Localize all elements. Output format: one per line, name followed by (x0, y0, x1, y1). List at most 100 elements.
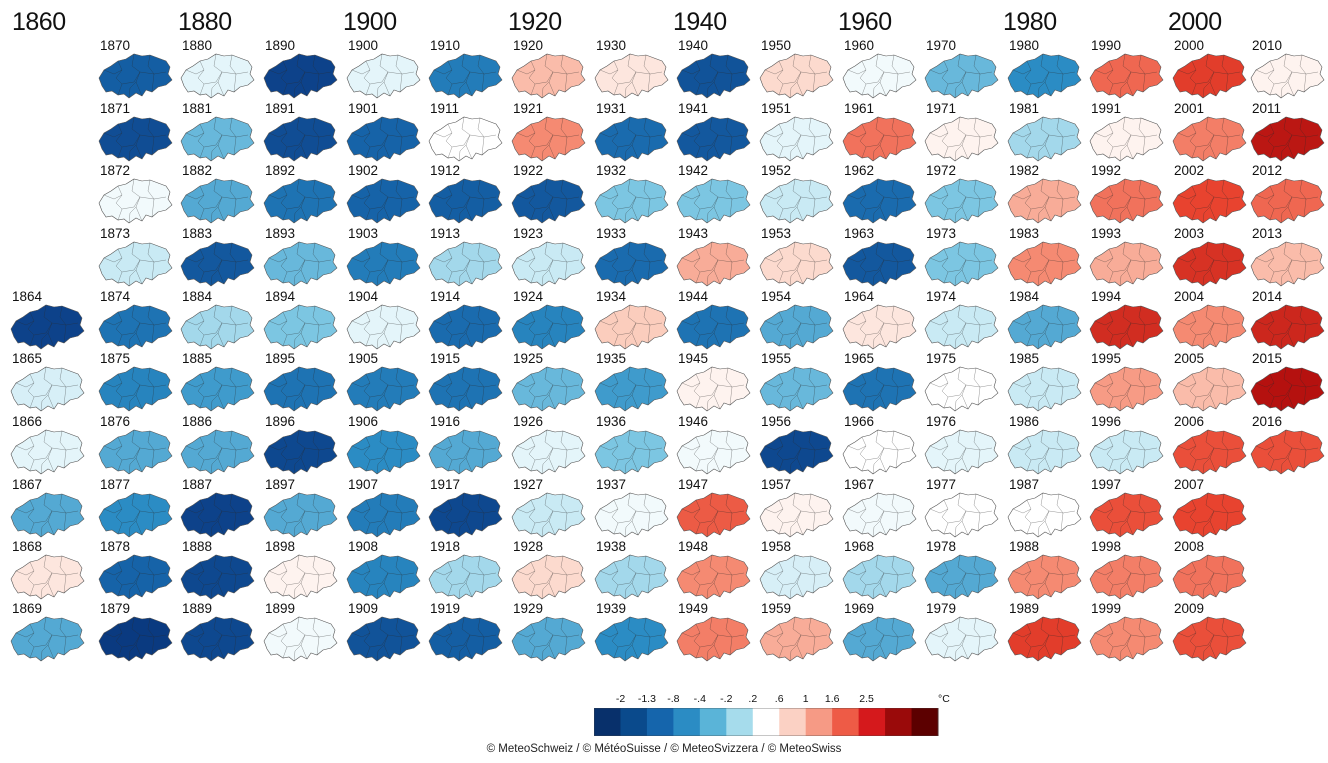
switzerland-map (924, 53, 999, 99)
region-border (624, 582, 633, 600)
region-border (210, 144, 219, 162)
region-border (1138, 367, 1146, 406)
color-swatch (805, 708, 833, 736)
region-border (351, 194, 371, 200)
switzerland-map (594, 492, 669, 538)
region-border (776, 60, 784, 96)
region-border (1030, 634, 1076, 648)
region-border (1195, 634, 1241, 648)
switzerland-map (842, 53, 917, 99)
switzerland-map (98, 554, 173, 600)
region-border (1056, 54, 1064, 93)
switzerland-map (180, 178, 255, 224)
region-border (1267, 373, 1275, 409)
region-border (351, 320, 371, 326)
region-border (947, 134, 993, 148)
year-map-cell: 1978 (914, 539, 999, 602)
region-border (764, 194, 784, 200)
switzerland-map (10, 304, 85, 350)
region-border (699, 259, 745, 273)
year-map-cell: 2009 (1162, 601, 1247, 664)
region-border (617, 71, 663, 85)
anomaly-fill (98, 429, 173, 475)
anomaly-fill (1172, 178, 1247, 224)
year-map-cell: 1962 (832, 163, 917, 226)
anomaly-fill (1250, 366, 1325, 412)
anomaly-fill (428, 616, 503, 662)
anomaly-fill (346, 554, 421, 600)
region-border (1221, 54, 1229, 93)
year-label: 1986 (1009, 414, 1040, 429)
region-border (891, 305, 899, 344)
region-border (376, 206, 385, 224)
region-border (1012, 320, 1032, 326)
region-border (185, 508, 205, 514)
region-border (433, 132, 453, 138)
region-border (312, 117, 320, 156)
region-border (121, 71, 167, 85)
region-border (433, 445, 453, 451)
year-label: 1967 (844, 477, 875, 492)
year-label: 1930 (596, 38, 627, 53)
region-border (1138, 305, 1146, 344)
region-border (528, 499, 536, 535)
region-border (973, 242, 981, 281)
year-map-cell: 1970 (914, 38, 999, 101)
region-border (1119, 269, 1128, 287)
region-border (1267, 60, 1275, 96)
year-map-cell: 1975 (914, 351, 999, 414)
anomaly-fill (1007, 178, 1082, 224)
region-border (541, 582, 550, 600)
switzerland-map (263, 178, 338, 224)
region-border (541, 644, 550, 662)
region-border (1012, 132, 1032, 138)
region-border (872, 394, 881, 412)
region-border (1202, 394, 1211, 412)
anomaly-fill (263, 178, 338, 224)
year-map-cell: 1955 (749, 351, 834, 414)
region-border (808, 179, 816, 218)
region-border (451, 322, 497, 336)
color-swatch (858, 708, 886, 736)
year-map-cell: 1900 (336, 38, 421, 101)
region-border (115, 499, 123, 535)
decade-label: 1880 (178, 8, 232, 36)
region-border (699, 572, 745, 586)
year-label: 1932 (596, 163, 627, 178)
year-label: 1921 (513, 101, 544, 116)
region-border (776, 436, 784, 472)
region-border (1138, 555, 1146, 594)
region-border (643, 242, 651, 281)
switzerland-map (346, 492, 421, 538)
switzerland-map (759, 304, 834, 350)
region-border (1112, 447, 1158, 461)
region-border (693, 499, 701, 535)
region-border (1119, 644, 1128, 662)
region-border (185, 570, 205, 576)
region-border (147, 242, 155, 281)
region-border (1119, 457, 1128, 475)
switzerland-map (263, 492, 338, 538)
region-border (1273, 384, 1319, 398)
region-border (643, 555, 651, 594)
year-map-cell: 1963 (832, 226, 917, 289)
year-map-cell: 1976 (914, 414, 999, 477)
year-map-cell: 1904 (336, 289, 421, 352)
region-border (872, 206, 881, 224)
region-border (1280, 332, 1289, 350)
region-border (395, 430, 403, 469)
year-label: 1920 (513, 38, 544, 53)
year-label: 1984 (1009, 289, 1040, 304)
switzerland-map (842, 116, 917, 162)
region-border (528, 248, 536, 284)
year-map-cell: 1944 (666, 289, 751, 352)
switzerland-map (428, 492, 503, 538)
year-label: 1953 (761, 226, 792, 241)
copyright-notice: © MeteoSchweiz / © MétéoSuisse / © Meteo… (486, 743, 842, 755)
region-border (528, 60, 536, 96)
year-label: 1935 (596, 351, 627, 366)
region-border (725, 54, 733, 93)
region-border (458, 332, 467, 350)
anomaly-fill (759, 304, 834, 350)
region-border (534, 134, 580, 148)
